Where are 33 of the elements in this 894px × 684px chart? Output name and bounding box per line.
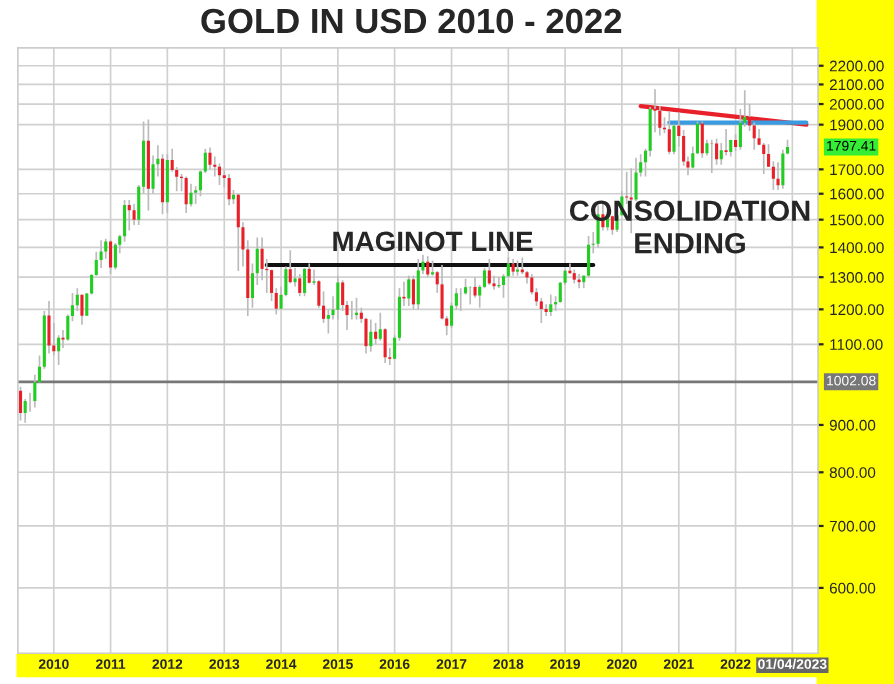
candlestick <box>700 120 704 159</box>
annotation: MAGINOT LINE <box>333 231 533 252</box>
candlestick <box>364 316 368 355</box>
candlestick <box>771 160 775 191</box>
candlestick <box>113 242 117 271</box>
candlestick <box>236 192 240 272</box>
candlestick <box>587 235 591 279</box>
candlestick <box>109 239 113 275</box>
candlestick <box>762 142 766 175</box>
candlestick <box>416 258 420 311</box>
candlestick <box>99 239 103 269</box>
candlestick <box>549 293 553 317</box>
candlestick <box>336 274 340 321</box>
candlestick <box>303 267 307 297</box>
candlestick <box>539 296 543 324</box>
candlestick <box>407 274 411 307</box>
candlestick <box>165 153 169 214</box>
candlestick <box>184 175 188 214</box>
candlestick <box>227 173 231 207</box>
candlestick <box>724 128 728 157</box>
candlestick <box>544 303 548 317</box>
chart-title: GOLD IN USD 2010 - 2022 <box>201 8 622 34</box>
candlestick <box>18 385 23 422</box>
candlestick <box>208 146 212 171</box>
candlestick <box>298 273 302 297</box>
candlestick <box>189 182 193 208</box>
candlestick <box>160 153 165 216</box>
candlestick <box>781 148 785 190</box>
candlestick <box>426 255 430 279</box>
candlestick <box>715 137 719 166</box>
candlestick <box>487 258 491 286</box>
candlestick <box>80 293 84 326</box>
candlestick <box>369 318 373 353</box>
